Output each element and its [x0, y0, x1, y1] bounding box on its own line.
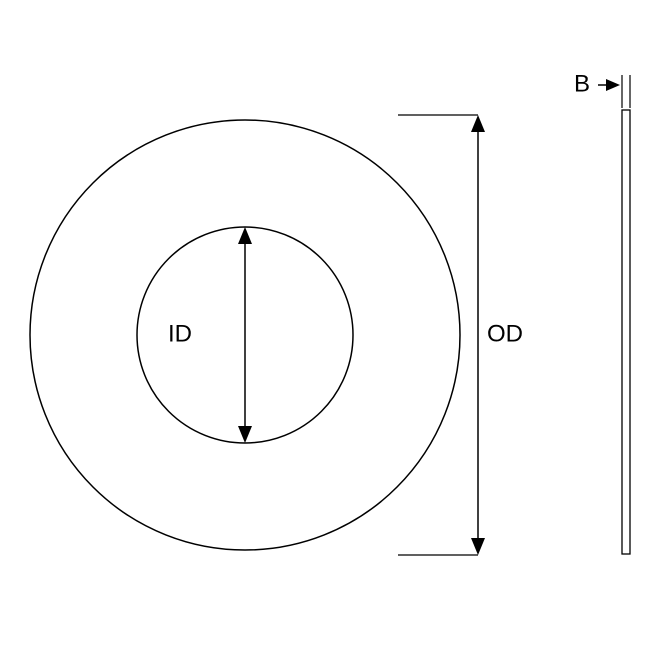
id-arrowhead-top: [238, 227, 252, 244]
od-label: OD: [487, 320, 523, 347]
od-arrowhead-bottom: [471, 538, 485, 555]
side-view: [622, 110, 630, 554]
od-arrowhead-top: [471, 115, 485, 132]
id-label: ID: [168, 320, 192, 347]
b-dimension: B: [574, 70, 630, 108]
washer-diagram: ID OD B: [0, 0, 670, 670]
b-arrowhead: [606, 79, 620, 91]
id-dimension: ID: [168, 227, 252, 443]
side-view-rect: [622, 110, 630, 554]
id-arrowhead-bottom: [238, 426, 252, 443]
b-label: B: [574, 70, 590, 97]
